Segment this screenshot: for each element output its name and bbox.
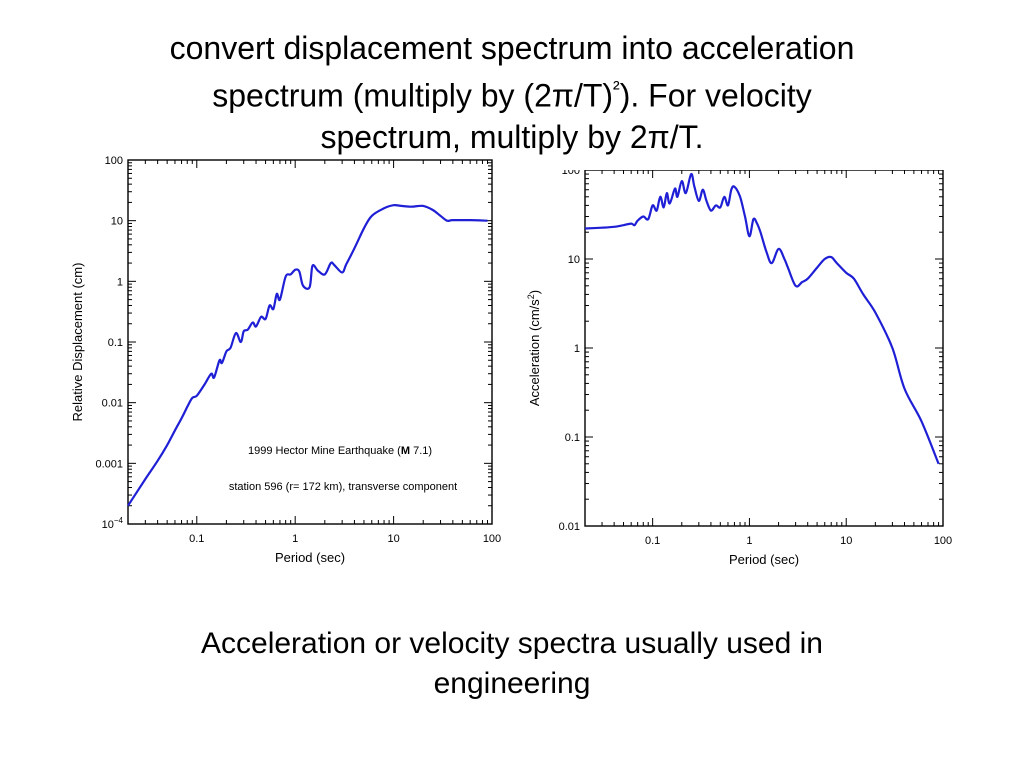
y-tick-label: 0.1	[565, 432, 580, 444]
title-line-2-end: ). For velocity	[619, 77, 812, 114]
y-tick-label: 100	[105, 155, 123, 167]
x-tick-label: 10	[840, 535, 852, 547]
y-tick-label-base: 10	[102, 519, 114, 531]
x-tick-label: 0.1	[645, 535, 660, 547]
y-tick-label: 10	[111, 216, 123, 228]
x-axis-label: Period (sec)	[275, 550, 345, 565]
y-tick-label-power: −4	[114, 516, 124, 525]
y-tick-label: 10	[568, 254, 580, 266]
x-tick-label: 100	[934, 535, 952, 547]
x-tick-label: 10	[387, 533, 399, 545]
annotation-earthquake-text: 1999 Hector Mine Earthquake (	[248, 445, 401, 457]
series-line-0	[584, 172, 940, 465]
footer-line-2: engineering	[433, 667, 591, 700]
y-tick-label: 1	[117, 276, 123, 288]
annotation-magnitude-value: 7.1)	[410, 445, 432, 457]
title-superscript: ²	[613, 78, 620, 100]
y-axis-label: Acceleration (cm/s2)	[526, 290, 542, 406]
x-axis-label: Period (sec)	[729, 552, 799, 567]
x-tick-label: 1	[746, 535, 752, 547]
y-axis-label-sup: 2	[526, 294, 536, 299]
slide-title: convert displacement spectrum into accel…	[112, 28, 912, 158]
y-tick-label: 100	[562, 170, 580, 177]
y-axis-label-text: Acceleration (cm/s	[527, 299, 542, 406]
y-tick-label: 1	[574, 343, 580, 355]
y-axis-label-text: Relative Displacement (cm)	[70, 263, 85, 422]
title-line-1: convert displacement spectrum into accel…	[169, 30, 855, 66]
slide-footer: Acceleration or velocity spectra usually…	[112, 624, 912, 704]
annotation-magnitude-symbol: M	[401, 445, 410, 457]
x-tick-label: 1	[292, 533, 298, 545]
title-line-3: spectrum, multiply by 2π/T.	[320, 118, 704, 155]
series-line-0	[127, 204, 488, 507]
title-line-2: spectrum (multiply by (2π/T)²). For velo…	[112, 69, 912, 117]
footer-line-1: Acceleration or velocity spectra usually…	[201, 627, 823, 660]
y-tick-label: 0.1	[108, 337, 123, 349]
plot-frame	[584, 170, 944, 527]
y-tick-label: 0.01	[102, 398, 123, 410]
y-axis-label-end: )	[527, 290, 542, 294]
y-tick-label-exponent: 10−4	[102, 516, 124, 531]
title-line-2-start: spectrum (multiply by (2π/T)	[212, 77, 614, 114]
acceleration-spectrum-chart: 0.1 1 10 100 0.01 0.1 1 10 100 Period (sec) Accele…	[526, 170, 952, 567]
y-tick-label: 0.01	[559, 521, 580, 533]
y-tick-label: 0.001	[95, 458, 123, 470]
annotation-station: station 596 (r= 172 km), transverse comp…	[229, 481, 457, 493]
x-tick-label: 100	[483, 533, 501, 545]
x-tick-label: 0.1	[189, 533, 204, 545]
y-axis-label: Relative Displacement (cm)	[70, 263, 85, 422]
annotation-earthquake: 1999 Hector Mine Earthquake (M 7.1)	[248, 445, 432, 457]
